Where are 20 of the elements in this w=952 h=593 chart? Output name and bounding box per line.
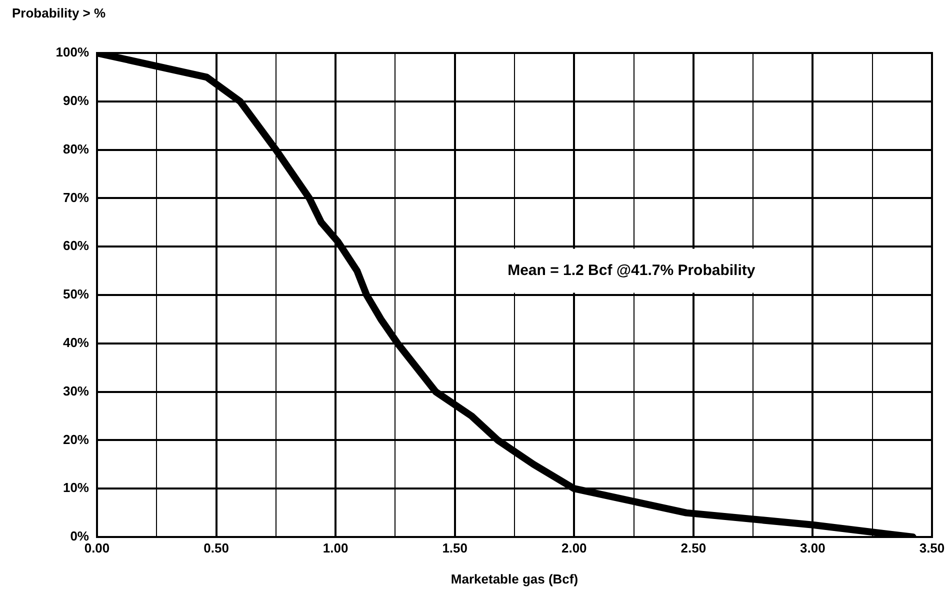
y-axis-title: Probability > % (12, 6, 106, 21)
y-tick-label: 40% (62, 334, 90, 350)
y-tick-label: 80% (62, 141, 90, 156)
x-tick-label: 3.50 (919, 540, 945, 556)
y-tick-label: 30% (62, 383, 90, 398)
x-tick-label: 2.50 (680, 540, 706, 556)
y-tick-label: 10% (62, 480, 90, 496)
y-tick-label: 100% (56, 44, 90, 60)
y-tick-label: 50% (62, 286, 90, 302)
annotation: Mean = 1.2 Bcf @41.7% Probability (508, 262, 756, 279)
y-tick-label: 70% (62, 190, 90, 205)
y-tick-label: 20% (62, 432, 90, 447)
y-tick-label: 60% (62, 238, 90, 254)
x-tick-label: 1.50 (442, 540, 468, 556)
x-axis-title: Marketable gas (Bcf) (450, 572, 578, 587)
x-tick-label: 1.00 (322, 540, 348, 556)
x-tick-label: 0.50 (204, 540, 229, 556)
y-tick-label: 90% (62, 92, 90, 108)
x-tick-label: 3.00 (800, 540, 826, 556)
x-tick-label: 2.00 (561, 540, 587, 556)
